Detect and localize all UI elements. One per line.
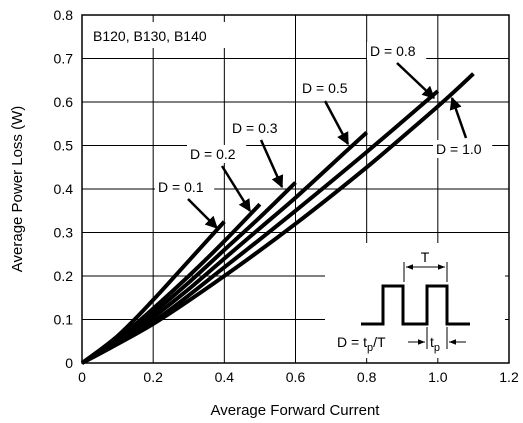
y-tick-label: 0 xyxy=(65,355,73,371)
series-labels: D = 0.1 D = 0.2 D = 0.3 D = 0.5 D = 0.8 D = 1… xyxy=(155,42,493,229)
x-tick-label: 0 xyxy=(78,369,86,385)
x-tick-label: 0.8 xyxy=(357,369,377,385)
series-line-1 xyxy=(80,202,262,365)
series-callout-arrow xyxy=(220,165,252,213)
x-tick-label: 0.2 xyxy=(143,369,163,385)
series-curves xyxy=(80,72,475,365)
x-tick-label: 1.0 xyxy=(428,369,448,385)
series-label-3: D = 0.5 xyxy=(302,80,348,96)
y-tick-label: 0.2 xyxy=(54,268,74,284)
y-tick-label: 0.5 xyxy=(54,138,74,154)
series-label-bg xyxy=(299,79,359,97)
series-label-bg xyxy=(367,42,427,60)
series-label-1: D = 0.2 xyxy=(190,146,236,162)
part-label-box: B120, B130, B140 xyxy=(87,22,235,48)
x-tick-label: 1.2 xyxy=(499,369,519,385)
pulse-width-label: tp xyxy=(430,334,440,354)
series-label-bg xyxy=(187,145,247,163)
duty-formula: D = tp/T xyxy=(337,334,386,354)
y-tick-label: 0.6 xyxy=(54,94,74,110)
tick-labels: 0 0.2 0.4 0.6 0.8 1.0 1.2 0 0.1 0.2 0.3 0.4 0.5 0.6 0.… xyxy=(54,7,519,385)
series-callout-arrow xyxy=(323,100,350,146)
y-axis-label: Average Power Loss (W) xyxy=(9,106,26,272)
inset-background xyxy=(325,243,505,358)
series-label-4: D = 0.8 xyxy=(370,43,416,59)
plot-frame xyxy=(81,14,510,364)
part-label: B120, B130, B140 xyxy=(93,28,207,44)
series-label-bg xyxy=(229,119,289,137)
y-tick-label: 0.4 xyxy=(54,181,74,197)
period-label: T xyxy=(421,249,430,265)
series-label-bg xyxy=(155,178,215,196)
x-axis-label: Average Forward Current xyxy=(211,402,381,419)
y-tick-label: 0.1 xyxy=(54,312,74,328)
series-label-bg xyxy=(433,140,493,158)
series-callout-arrow xyxy=(187,198,218,229)
series-label-0: D = 0.1 xyxy=(158,179,204,195)
series-callout-arrow xyxy=(449,96,468,139)
pulse-waveform xyxy=(361,284,470,326)
y-tick-label: 0.7 xyxy=(54,51,74,67)
series-callout-arrow xyxy=(396,62,435,99)
series-label-2: D = 0.3 xyxy=(232,120,278,136)
y-tick-label: 0.3 xyxy=(54,225,74,241)
series-callout-arrow xyxy=(259,139,284,189)
y-tick-label: 0.8 xyxy=(54,7,74,23)
series-label-5: D = 1.0 xyxy=(436,141,482,157)
pulse-inset: T tp D = tp/T xyxy=(325,243,505,358)
x-tick-label: 0.6 xyxy=(286,369,306,385)
series-line-5 xyxy=(81,72,475,365)
x-tick-label: 0.4 xyxy=(215,369,235,385)
series-line-2 xyxy=(80,181,297,365)
